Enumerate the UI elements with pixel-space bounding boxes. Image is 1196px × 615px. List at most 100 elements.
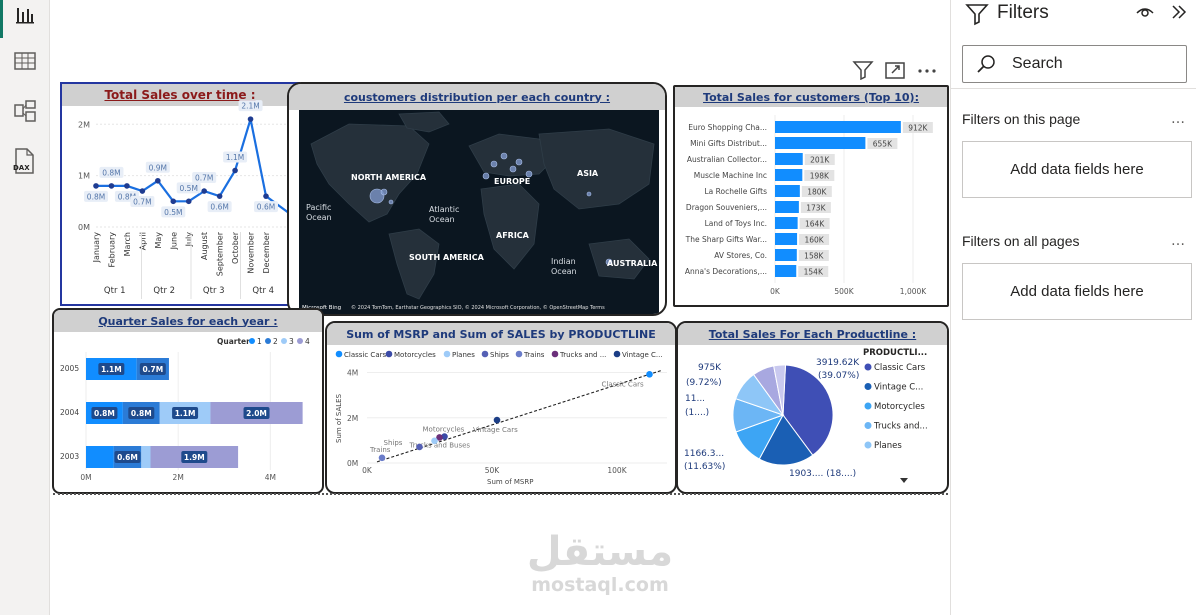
pie-slice [773, 364, 787, 416]
x-tick-label: 0K [362, 466, 373, 475]
data-label: (9.72%) [686, 378, 722, 388]
data-label: 0.9M [149, 163, 167, 172]
pie-slice [782, 364, 834, 456]
quarter-group-label: Qtr 3 [203, 286, 225, 296]
data-label-bg [902, 122, 933, 133]
data-label: 158K [804, 252, 824, 261]
data-label-bg [243, 407, 270, 419]
map-landmass [480, 183, 540, 270]
productline-pie-title: Total Sales For Each Productline : [708, 327, 917, 341]
bar [775, 233, 798, 245]
x-tick-label: December [262, 231, 271, 273]
category-label: Euro Shopping Cha... [688, 123, 767, 132]
data-label-bg [114, 451, 141, 463]
data-label: 0.6M [257, 203, 275, 212]
data-label: 655K [873, 140, 893, 149]
x-tick-label: November [247, 231, 256, 273]
data-label-bg [172, 407, 199, 419]
visual-header-actions [852, 60, 938, 84]
data-label: 11... [685, 394, 705, 404]
customer-bubble [482, 172, 490, 180]
data-label: 975K [698, 363, 722, 373]
page-filters-drop-well[interactable]: Add data fields here [962, 141, 1192, 198]
point-label: Trucks and Buses [409, 441, 471, 449]
msrp-vs-sales-visual[interactable]: Sum of MSRP and Sum of SALES by PRODUCTL… [325, 321, 677, 494]
quarter-group-label: Qtr 4 [252, 286, 274, 296]
legend-marker [281, 338, 287, 344]
report-view-icon[interactable] [10, 0, 40, 30]
productline-pie-visual[interactable]: Total Sales For Each Productline : 3919.… [676, 321, 949, 494]
sales-point [247, 116, 254, 122]
filters-on-this-page-heading: Filters on this page [962, 111, 1081, 127]
canvas-bottom-divider [53, 493, 948, 495]
model-view-icon[interactable] [10, 96, 40, 126]
top-customers-chart: 0K 500K 1,000K Euro Shopping Cha... 912K Mini… [685, 115, 933, 296]
y-tick-label: 0M [78, 223, 90, 232]
dax-query-view-icon[interactable]: DAX [10, 146, 40, 176]
table-view-icon[interactable] [10, 46, 40, 76]
map-region-label: SOUTH AMERICA [409, 253, 485, 262]
legend-label: 3 [289, 337, 294, 346]
data-label-bg [99, 166, 124, 178]
x-tick-label: October [231, 231, 240, 264]
data-label: 0.8M [118, 192, 136, 201]
top-customers-visual[interactable]: Total Sales for customers (Top 10): 0K 50… [673, 85, 949, 307]
pie-slice [758, 414, 814, 466]
page-filters-more-button[interactable]: … [1171, 111, 1186, 127]
data-label-bg [139, 363, 166, 375]
y-tick-label: 2M [347, 414, 358, 423]
data-label: 1.1M [226, 153, 244, 162]
data-label-bg [98, 363, 125, 375]
data-label-bg [130, 196, 155, 208]
filters-pane-title: Filters [997, 2, 1049, 23]
customer-bubble [605, 258, 613, 266]
data-label: 0.8M [87, 192, 105, 201]
data-label: 164K [805, 220, 825, 229]
map-region-label: ASIA [577, 169, 599, 178]
point-label: Ships [384, 439, 403, 447]
data-label-bg [801, 186, 832, 197]
customer-bubble [500, 152, 508, 160]
sales-point [263, 193, 269, 199]
more-options-icon[interactable] [916, 60, 938, 84]
scatter-point [378, 454, 386, 462]
eye-icon[interactable] [1135, 3, 1155, 25]
customer-bubble [490, 160, 498, 168]
collapse-pane-icon[interactable] [1169, 3, 1189, 25]
quarter-sales-visual[interactable]: Quarter Sales for each year : Quarter 1 2 3… [52, 308, 324, 494]
sales-over-time-visual[interactable]: Total Sales over time : 0M 1M 2M 0.8M 0.8M 0.… [60, 82, 300, 306]
all-pages-filters-more-button[interactable]: … [1171, 233, 1186, 249]
filters-search-input[interactable]: Search [962, 45, 1187, 83]
sales-point [232, 167, 238, 174]
map-region-label: Ocean [306, 213, 332, 222]
data-label-bg [800, 202, 831, 213]
data-label: 201K [810, 156, 830, 165]
map-landmass [388, 228, 440, 300]
sales-point [170, 198, 177, 205]
scatter-point [431, 437, 438, 445]
data-label: 0.7M [133, 198, 151, 207]
map-region-label: Indian [551, 257, 576, 266]
mostaql-watermark: مستقل mostaql.com [520, 530, 680, 596]
data-label-bg [798, 266, 829, 277]
focus-mode-icon[interactable] [884, 60, 906, 84]
filters-on-all-pages-heading: Filters on all pages [962, 233, 1080, 249]
quarter-group-label: Qtr 2 [153, 286, 175, 296]
map-region-label: Ocean [429, 215, 455, 224]
x-tick-label: 0K [770, 287, 781, 296]
y-tick-label: 1M [78, 172, 90, 181]
y-axis-title: Sum of SALES [335, 393, 343, 443]
data-label-bg [192, 172, 217, 184]
legend-label: Planes [452, 351, 475, 359]
customer-map-visual[interactable]: coustomers distribution per each country… [287, 82, 667, 316]
all-pages-filters-drop-well[interactable]: Add data fields here [962, 263, 1192, 320]
category-label: AV Stores, Co. [714, 251, 767, 260]
bar [775, 169, 803, 181]
legend-marker [297, 338, 303, 344]
legend-label: Classic Cars [344, 351, 386, 359]
scatter-point [493, 416, 501, 424]
msrp-vs-sales-title: Sum of MSRP and Sum of SALES by PRODUCTL… [346, 327, 656, 341]
filter-icon[interactable] [852, 60, 874, 84]
x-tick-label: May [154, 232, 163, 249]
x-tick-label: January [92, 232, 101, 264]
